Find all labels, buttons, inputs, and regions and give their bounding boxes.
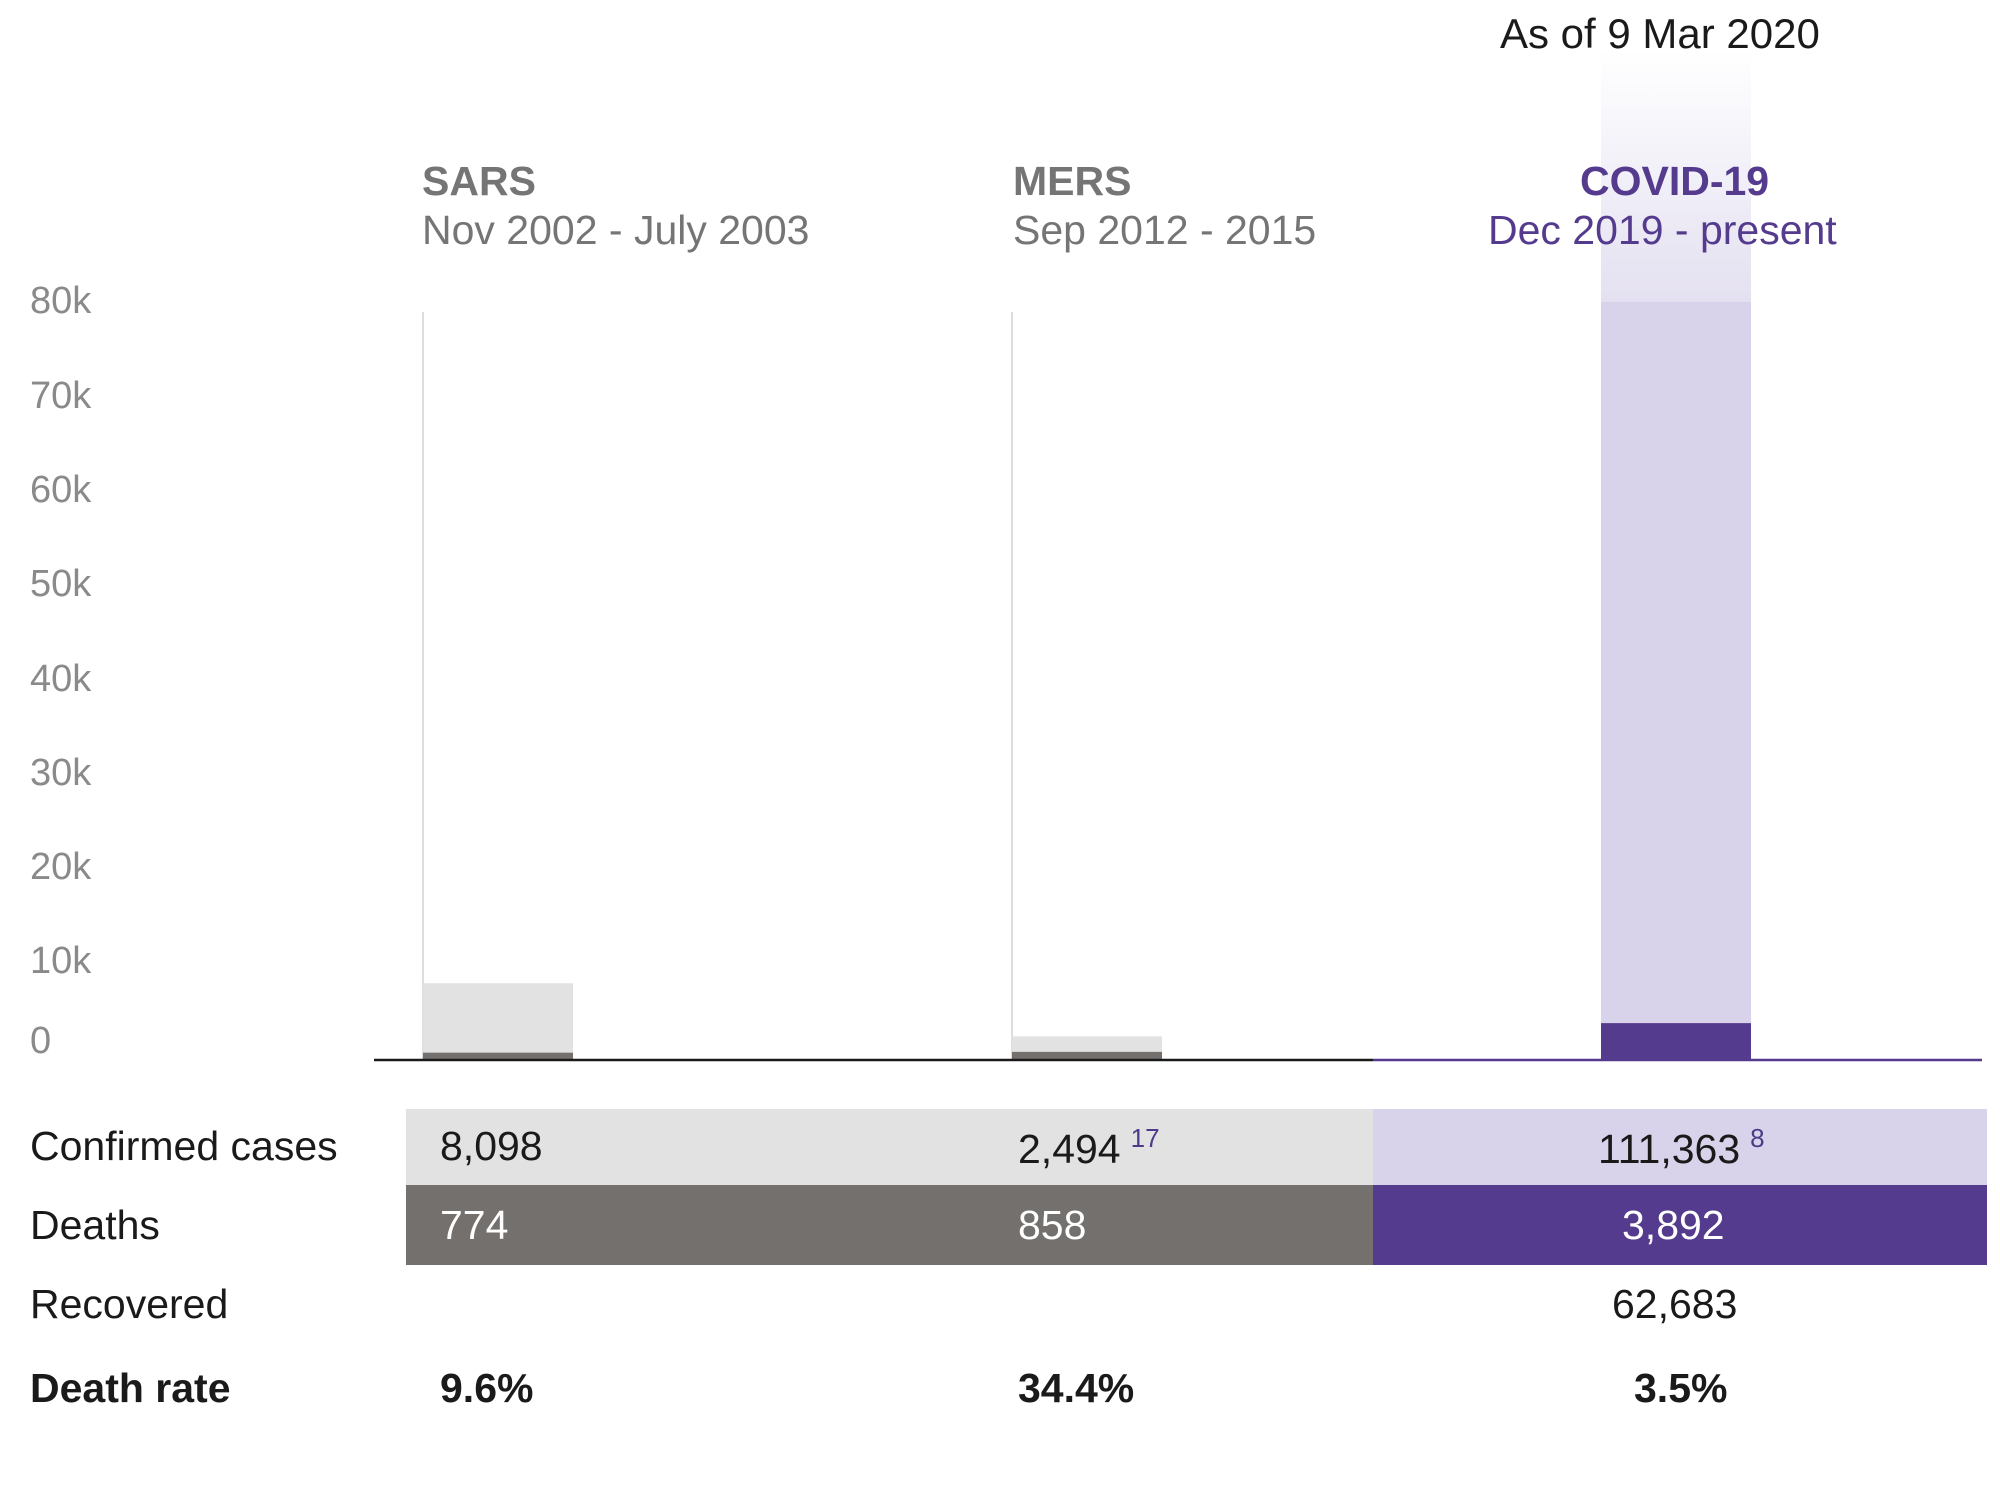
y-tick-label: 80k <box>30 280 92 322</box>
bar-deaths-mers <box>1012 1051 1162 1060</box>
bar-deaths-sars <box>423 1052 573 1060</box>
sars-confirmed-value: 8,098 <box>440 1123 543 1169</box>
sars-deaths-value: 774 <box>440 1202 509 1248</box>
disease-name-covid: COVID-19 <box>1580 158 1770 204</box>
y-tick-label: 60k <box>30 469 92 511</box>
bar-deaths-covid <box>1601 1023 1751 1060</box>
y-tick-label: 70k <box>30 375 92 417</box>
sars-death-rate: 9.6% <box>440 1365 534 1411</box>
disease-period-sars: Nov 2002 - July 2003 <box>422 207 810 253</box>
covid-death-rate: 3.5% <box>1634 1365 1728 1411</box>
confirmed-band-purple <box>1373 1109 1987 1189</box>
bar-confirmed-sars <box>423 983 573 1060</box>
row-label-recovered: Recovered <box>30 1281 229 1327</box>
mers-death-rate: 34.4% <box>1018 1365 1135 1411</box>
covid-confirmed-reference[interactable]: 8 <box>1750 1123 1765 1153</box>
y-tick-label: 30k <box>30 752 92 794</box>
mers-confirmed-reference[interactable]: 17 <box>1130 1123 1160 1153</box>
disease-period-mers: Sep 2012 - 2015 <box>1013 207 1317 253</box>
mers-confirmed-cell: 2,494 17 <box>1018 1123 1160 1173</box>
disease-name-mers: MERS <box>1013 158 1132 204</box>
covid-confirmed-value: 111,363 <box>1598 1126 1741 1172</box>
y-tick-label: 0 <box>30 1020 52 1062</box>
deaths-band-purple <box>1373 1185 1987 1265</box>
covid-confirmed-cell: 111,363 8 <box>1598 1123 1765 1173</box>
covid-deaths-value: 3,892 <box>1622 1202 1725 1248</box>
as-of-label: As of 9 Mar 2020 <box>1500 10 1820 57</box>
row-label-death-rate: Death rate <box>30 1365 231 1411</box>
disease-name-sars: SARS <box>422 158 536 204</box>
y-tick-label: 50k <box>30 563 92 605</box>
mers-confirmed-value: 2,494 <box>1018 1126 1121 1172</box>
bar-confirmed-covid <box>1601 302 1751 1060</box>
disease-period-covid: Dec 2019 - present <box>1488 207 1837 253</box>
y-tick-label: 20k <box>30 846 92 888</box>
covid-recovered-value: 62,683 <box>1612 1281 1738 1327</box>
mers-deaths-value: 858 <box>1018 1202 1087 1248</box>
confirmed-band-gray <box>406 1109 1373 1189</box>
row-label-deaths: Deaths <box>30 1202 160 1248</box>
y-tick-label: 40k <box>30 658 92 700</box>
bar-overflow-covid <box>1601 50 1751 302</box>
y-tick-label: 10k <box>30 940 92 982</box>
row-label-confirmed: Confirmed cases <box>30 1123 338 1169</box>
deaths-band-gray <box>406 1185 1373 1265</box>
